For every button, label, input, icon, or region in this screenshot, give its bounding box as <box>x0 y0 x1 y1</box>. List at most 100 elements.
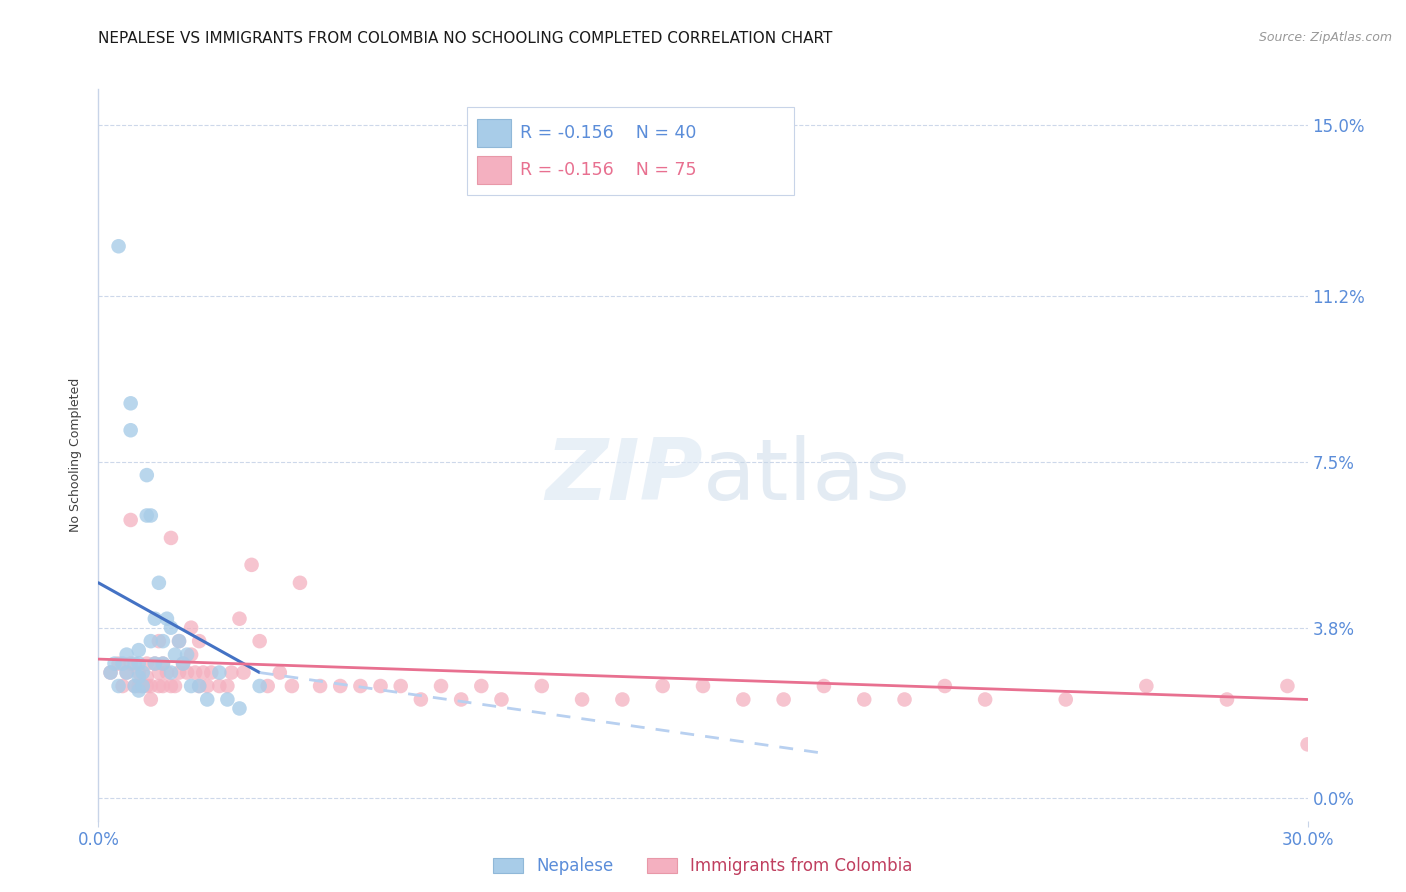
Point <box>128 679 150 693</box>
Point <box>148 679 170 693</box>
Text: NEPALESE VS IMMIGRANTS FROM COLOMBIA NO SCHOOLING COMPLETED CORRELATION CHART: NEPALESE VS IMMIGRANTS FROM COLOMBIA NO … <box>98 31 832 46</box>
Point <box>288 575 311 590</box>
FancyBboxPatch shape <box>477 156 510 184</box>
Point <box>188 634 211 648</box>
Point <box>152 657 174 671</box>
Point <box>256 679 278 693</box>
Text: atlas: atlas <box>703 435 911 518</box>
Point <box>132 665 155 680</box>
Point <box>269 665 291 680</box>
Point <box>135 670 157 684</box>
Point <box>249 634 271 648</box>
Point <box>530 679 553 693</box>
Point <box>143 657 166 671</box>
Point <box>733 692 755 706</box>
Point <box>208 679 231 693</box>
Point <box>120 423 142 437</box>
Point <box>135 508 157 523</box>
Point <box>180 679 202 693</box>
Point <box>148 634 170 648</box>
Point <box>160 621 183 635</box>
Point <box>180 648 202 662</box>
Point <box>156 612 179 626</box>
Y-axis label: No Schooling Completed: No Schooling Completed <box>69 378 83 532</box>
FancyBboxPatch shape <box>477 120 510 147</box>
Point <box>853 692 876 706</box>
Point <box>249 679 271 693</box>
Point <box>193 665 215 680</box>
Point <box>100 665 122 680</box>
Point <box>107 657 129 671</box>
Text: Source: ZipAtlas.com: Source: ZipAtlas.com <box>1258 31 1392 45</box>
Point <box>281 679 304 693</box>
Point <box>217 692 239 706</box>
Point <box>120 657 142 671</box>
Point <box>692 679 714 693</box>
Legend: Nepalese, Immigrants from Colombia: Nepalese, Immigrants from Colombia <box>486 850 920 882</box>
Point <box>143 612 166 626</box>
Point <box>107 679 129 693</box>
Point <box>120 513 142 527</box>
Point <box>148 575 170 590</box>
Point <box>132 679 155 693</box>
Point <box>152 634 174 648</box>
Point <box>139 508 162 523</box>
Point <box>139 679 162 693</box>
Point <box>329 679 352 693</box>
Point <box>128 683 150 698</box>
Point <box>160 679 183 693</box>
Point <box>163 679 186 693</box>
Point <box>217 679 239 693</box>
Point <box>103 657 125 671</box>
Point <box>208 665 231 680</box>
Point <box>612 692 634 706</box>
Point <box>389 679 412 693</box>
Point <box>172 657 194 671</box>
Point <box>128 665 150 680</box>
Point <box>132 679 155 693</box>
Point <box>156 665 179 680</box>
Point <box>184 665 207 680</box>
Point <box>1277 679 1299 693</box>
Point <box>309 679 332 693</box>
Point <box>115 665 138 680</box>
Text: R = -0.156    N = 40: R = -0.156 N = 40 <box>520 124 697 142</box>
Point <box>409 692 432 706</box>
Point <box>107 239 129 253</box>
Point <box>349 679 371 693</box>
Point <box>152 657 174 671</box>
Point <box>571 692 593 706</box>
Point <box>240 558 263 572</box>
FancyBboxPatch shape <box>467 108 793 195</box>
Point <box>160 665 183 680</box>
Point <box>1135 679 1157 693</box>
Text: R = -0.156    N = 75: R = -0.156 N = 75 <box>520 161 697 178</box>
Point <box>167 634 190 648</box>
Point <box>491 692 513 706</box>
Point <box>200 665 222 680</box>
Point <box>167 665 190 680</box>
Point <box>430 679 453 693</box>
Point <box>176 648 198 662</box>
Point <box>143 657 166 671</box>
Point <box>813 679 835 693</box>
Point <box>893 692 915 706</box>
Point <box>228 612 250 626</box>
Point <box>139 634 162 648</box>
Point <box>195 692 218 706</box>
Point <box>1296 737 1319 751</box>
Point <box>232 665 254 680</box>
Point <box>934 679 956 693</box>
Point <box>124 679 146 693</box>
Point <box>1216 692 1239 706</box>
Point <box>148 665 170 680</box>
Point <box>120 396 142 410</box>
Point <box>160 531 183 545</box>
Text: ZIP: ZIP <box>546 435 703 518</box>
Point <box>128 643 150 657</box>
Point <box>128 657 150 671</box>
Point <box>139 692 162 706</box>
Point <box>1054 692 1077 706</box>
Point <box>188 679 211 693</box>
Point <box>128 670 150 684</box>
